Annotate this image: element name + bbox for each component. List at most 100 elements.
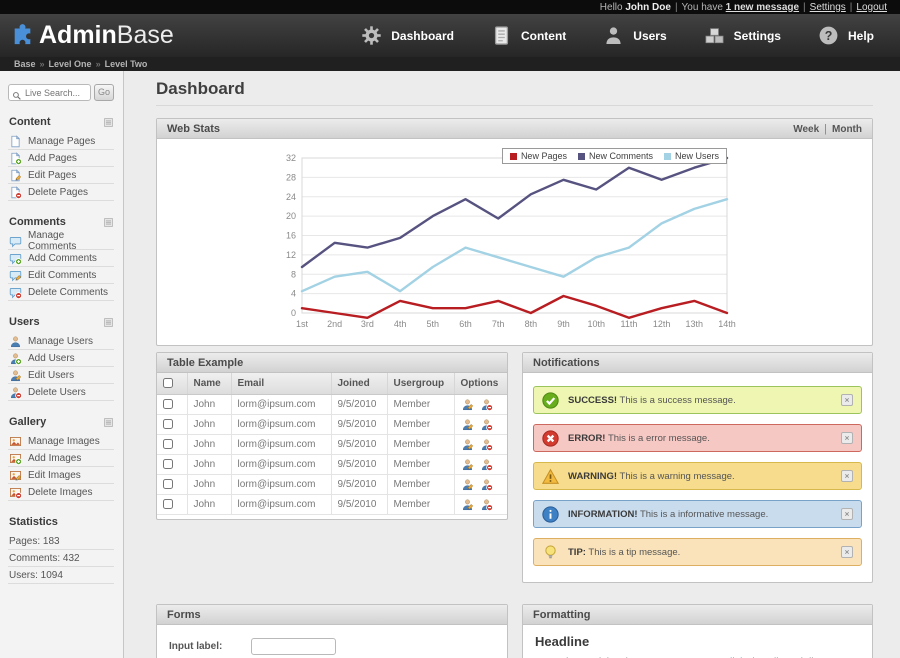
alert-label: WARNING! [568,470,618,482]
legend-entry: New Comments [577,151,653,161]
cell-options [454,414,507,435]
user-edit-icon[interactable] [461,458,474,471]
user-delete-icon[interactable] [480,498,493,511]
breadcrumb-link[interactable]: Base [14,59,36,69]
row-select-cell [157,414,188,435]
gear-icon [361,25,382,46]
range-link-week[interactable]: Week [793,123,820,135]
comment-add-icon [9,252,23,265]
row-checkbox[interactable] [163,478,173,489]
range-toggle: Week | Month [793,123,862,135]
row-checkbox[interactable] [163,498,173,509]
user-delete-icon[interactable] [480,438,493,451]
sidebar-item-delete-pages[interactable]: Delete Pages [8,184,114,201]
sidebar-section-content: Content Manage Pages Add Pages Edit Pages De… [8,115,114,201]
section-toggle-icon[interactable] [104,317,113,327]
settings-link[interactable]: Settings [809,1,846,13]
search-row: Go [8,84,114,101]
webstats-chart: 0 4 8 12 16 20 24 28 32 1st 2nd 3rd 4th 5th 6th 7th 8th 9… [286,153,736,329]
user-edit-icon[interactable] [461,478,474,491]
sidebar-item-delete-images[interactable]: Delete Images [8,484,114,501]
sidebar-item-edit-users[interactable]: Edit Users [8,367,114,384]
search-box[interactable] [8,84,91,101]
sidebar-item-add-users[interactable]: Add Users [8,350,114,367]
row-checkbox[interactable] [163,398,173,409]
sidebar-item-edit-comments[interactable]: Edit Comments [8,267,114,284]
nav-item-settings[interactable]: Settings [704,25,781,46]
row-checkbox[interactable] [163,438,173,449]
svg-text:16: 16 [286,231,296,241]
alert-text: INFORMATION! This is a informative messa… [568,508,769,520]
user-edit-icon[interactable] [461,398,474,411]
section-toggle-icon[interactable] [104,217,113,227]
breadcrumb-link[interactable]: Level Two [104,59,148,69]
chart-area: 0 4 8 12 16 20 24 28 32 1st 2nd 3rd 4th 5th 6th 7th 8th 9… [157,139,872,345]
title-divider [156,105,873,106]
nav-item-users[interactable]: Users [603,25,667,46]
cell-options [454,474,507,495]
sidebar-item-label: Delete Users [28,386,86,398]
sidebar-item-add-pages[interactable]: Add Pages [8,150,114,167]
alert-close-button[interactable] [841,394,853,406]
row-checkbox[interactable] [163,418,173,429]
svg-text:4: 4 [291,289,296,299]
user-delete-icon[interactable] [480,418,493,431]
nav-item-content[interactable]: Content [491,25,566,46]
sidebar-item-edit-images[interactable]: Edit Images [8,467,114,484]
sidebar-item-delete-users[interactable]: Delete Users [8,384,114,401]
table-row: John lorm@ipsum.com 9/5/2010 Member [157,434,507,455]
section-toggle-icon[interactable] [104,117,113,127]
form-text-input[interactable] [251,638,336,655]
webstats-panel: Web Stats Week | Month 0 4 8 12 16 20 24 28 32 1st 2… [156,118,873,346]
row-checkbox[interactable] [163,458,173,469]
nav-item-dashboard[interactable]: Dashboard [361,25,454,46]
alert-close-button[interactable] [841,546,853,558]
cell-email: lorm@ipsum.com [231,494,332,515]
range-link-month[interactable]: Month [832,123,862,135]
sidebar-item-label: Add Comments [28,252,97,264]
user-delete-icon[interactable] [480,398,493,411]
webstats-title: Web Stats [167,122,220,135]
breadcrumb: Base» Level One» Level Two [0,57,900,71]
sidebar-item-add-comments[interactable]: Add Comments [8,250,114,267]
user-edit-icon[interactable] [461,498,474,511]
info-icon [542,505,559,523]
sidebar-item-manage-pages[interactable]: Manage Pages [8,133,114,150]
user-add-icon [9,352,23,365]
sidebar-item-add-images[interactable]: Add Images [8,450,114,467]
cell-usergroup: Member [387,394,455,415]
cell-email: lorm@ipsum.com [231,474,332,495]
user-delete-icon[interactable] [480,478,493,491]
sidebar-item-manage-images[interactable]: Manage Images [8,433,114,450]
logout-link[interactable]: Logout [856,1,887,13]
sidebar-item-delete-comments[interactable]: Delete Comments [8,284,114,301]
alert-text: WARNING! This is a warning message. [568,470,735,482]
sidebar-item-manage-users[interactable]: Manage Users [8,333,114,350]
headline: Headline [535,634,590,649]
cell-email: lorm@ipsum.com [231,414,332,435]
alert-close-button[interactable] [841,470,853,482]
cell-usergroup: Member [387,454,455,475]
search-go-button[interactable]: Go [94,84,114,101]
messages-link[interactable]: 1 new message [725,1,800,13]
user-delete-icon[interactable] [480,458,493,471]
user-edit-icon[interactable] [461,438,474,451]
chart-legend: New Pages New Comments New Users [501,148,727,164]
topbar: Hello John Doe | You have 1 new message … [0,0,900,14]
breadcrumb-separator: » [39,59,45,69]
breadcrumb-link[interactable]: Level One [48,59,92,69]
nav-item-help[interactable]: ? Help [818,25,874,46]
row-options [461,498,502,511]
search-input[interactable] [25,87,87,98]
sidebar-item-manage-comments[interactable]: Manage Comments [8,230,114,252]
alert-close-button[interactable] [841,432,853,444]
sidebar-item-edit-pages[interactable]: Edit Pages [8,167,114,184]
cell-name: John [187,474,232,495]
select-all-checkbox[interactable] [163,378,173,389]
alert-close-button[interactable] [841,508,853,520]
cell-joined: 9/5/2010 [331,434,388,455]
section-toggle-icon[interactable] [104,417,113,427]
cell-usergroup: Member [387,494,455,515]
user-edit-icon[interactable] [461,418,474,431]
sidebar-item-label: Add Pages [28,152,77,164]
